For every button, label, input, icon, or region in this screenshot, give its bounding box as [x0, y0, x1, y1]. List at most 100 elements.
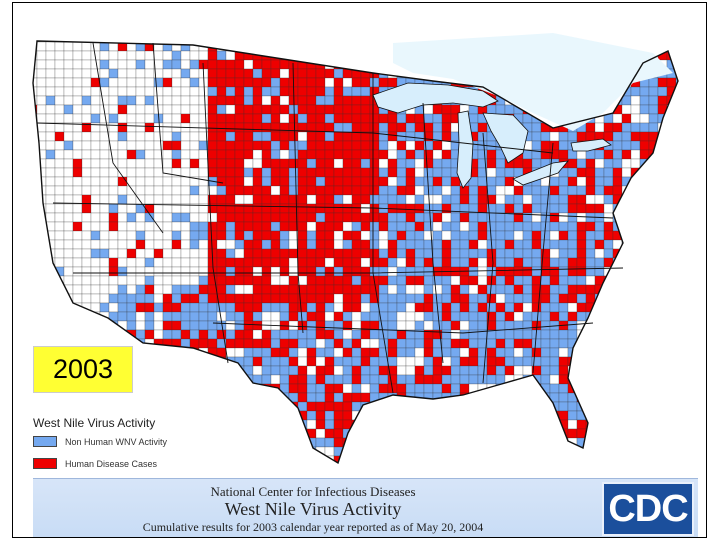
county-cell [144, 59, 155, 70]
county-cell [108, 59, 119, 70]
county-cell [675, 185, 678, 196]
county-cell [198, 50, 209, 61]
county-cell [594, 437, 605, 448]
county-cell [171, 221, 182, 232]
county-cell [189, 77, 200, 88]
county-cell [603, 374, 614, 385]
county-cell [279, 311, 290, 322]
county-cell [171, 455, 182, 463]
county-cell [576, 194, 587, 205]
county-cell [243, 302, 254, 313]
county-cell [324, 176, 335, 187]
county-cell [603, 185, 614, 196]
county-cell [153, 266, 164, 277]
county-cell [387, 275, 398, 286]
county-cell [117, 284, 128, 295]
county-cell [685, 303, 694, 312]
county-cell [36, 59, 47, 70]
county-cell [378, 122, 389, 133]
county-cell [33, 221, 38, 232]
county-cell [675, 167, 678, 178]
county-cell [144, 95, 155, 106]
county-cell [576, 275, 587, 286]
county-cell [333, 266, 344, 277]
county-cell [351, 194, 362, 205]
county-cell [351, 329, 362, 340]
county-cell [342, 59, 353, 70]
county-cell [243, 230, 254, 241]
county-cell [342, 131, 353, 142]
county-cell [450, 338, 461, 349]
county-cell [54, 122, 65, 133]
county-cell [342, 194, 353, 205]
county-cell [144, 230, 155, 241]
county-cell [360, 248, 371, 259]
county-cell [171, 230, 182, 241]
county-cell [351, 59, 362, 70]
county-cell [531, 302, 542, 313]
county-cell [405, 356, 416, 367]
county-cell [459, 302, 470, 313]
county-cell [225, 338, 236, 349]
county-cell [351, 392, 362, 403]
county-cell [576, 455, 587, 463]
county-cell [171, 239, 182, 250]
county-cell [388, 465, 397, 474]
county-cell [396, 419, 407, 430]
county-cell [117, 293, 128, 304]
county-cell [54, 311, 65, 322]
county-cell [126, 257, 137, 268]
county-cell [333, 41, 344, 52]
county-cell [576, 230, 587, 241]
county-cell [640, 465, 649, 474]
county-cell [486, 338, 497, 349]
county-cell [243, 338, 254, 349]
county-cell [414, 410, 425, 421]
county-cell [585, 257, 596, 268]
county-cell [675, 86, 678, 97]
county-cell [585, 455, 596, 463]
county-cell [36, 257, 47, 268]
legend-title: West Nile Virus Activity [33, 416, 156, 430]
county-cell [315, 167, 326, 178]
county-cell [685, 267, 694, 276]
legend-item-human: Human Disease Cases [33, 458, 157, 469]
county-cell [594, 383, 605, 394]
county-cell [612, 131, 623, 142]
county-cell [603, 293, 614, 304]
county-cell [252, 86, 263, 97]
county-cell [288, 374, 299, 385]
county-cell [234, 275, 245, 286]
county-cell [414, 302, 425, 313]
county-cell [90, 140, 101, 151]
county-cell [396, 176, 407, 187]
county-cell [450, 230, 461, 241]
county-cell [162, 275, 173, 286]
county-cell [306, 158, 317, 169]
county-cell [189, 257, 200, 268]
county-cell [171, 437, 182, 448]
county-cell [297, 266, 308, 277]
county-cell [369, 365, 380, 376]
county-cell [117, 41, 128, 43]
county-cell [90, 131, 101, 142]
county-cell [378, 284, 389, 295]
county-cell [675, 275, 678, 286]
county-cell [630, 194, 641, 205]
county-cell [180, 347, 191, 358]
county-cell [423, 356, 434, 367]
county-cell [666, 230, 677, 241]
county-cell [297, 221, 308, 232]
county-cell [657, 77, 668, 88]
county-cell [675, 212, 678, 223]
county-cell [423, 383, 434, 394]
county-cell [288, 446, 299, 457]
county-cell [405, 365, 416, 376]
county-cell [216, 239, 227, 250]
county-cell [63, 311, 74, 322]
county-cell [81, 41, 92, 43]
county-cell [207, 311, 218, 322]
county-cell [495, 257, 506, 268]
county-cell [207, 302, 218, 313]
county-cell [414, 167, 425, 178]
